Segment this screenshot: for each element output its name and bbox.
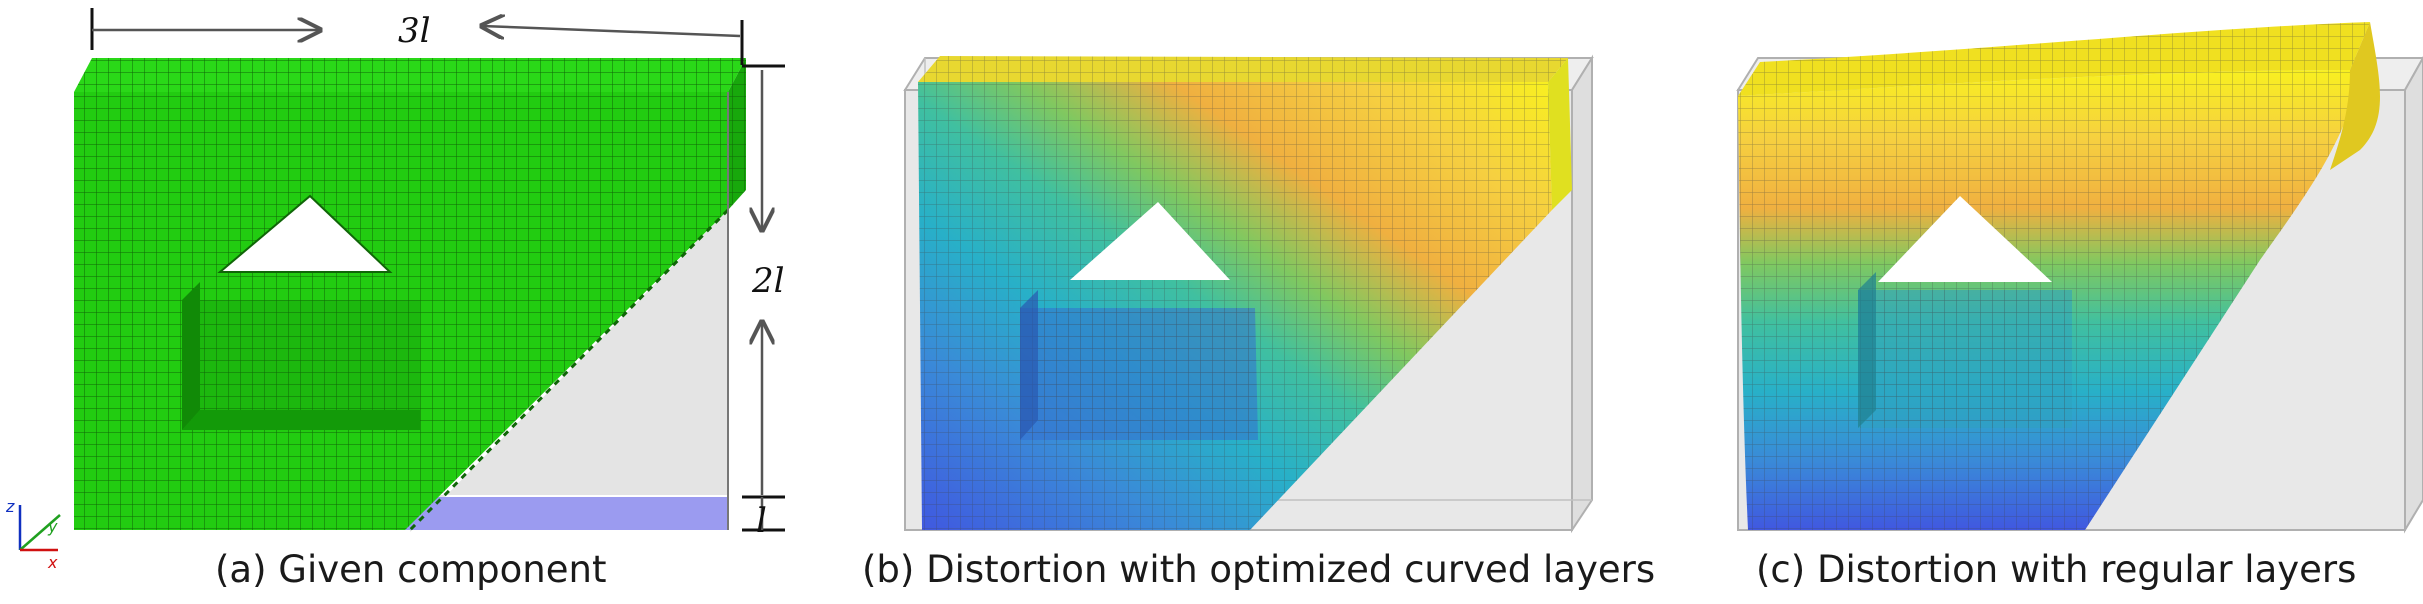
panel-c [1736, 22, 2423, 534]
green-component [74, 58, 746, 532]
x-axis-label: x [47, 553, 58, 572]
width-label: 3l [398, 11, 431, 51]
panel-b [903, 54, 1594, 534]
panel-a: 3l 2l l z y x [5, 8, 785, 572]
caption-b: (b) Distortion with optimized curved lay… [862, 548, 1656, 591]
height-label: 2l [751, 261, 785, 301]
base-label: l [756, 501, 767, 541]
base-plate [405, 497, 728, 530]
triangle-hole-b [1070, 202, 1230, 280]
distorted-body-c [1738, 22, 2380, 530]
axis-triad: z y x [5, 497, 61, 572]
triangle-hole-a [217, 194, 393, 273]
triangle-hole-c [1878, 196, 2052, 282]
dimension-width: 3l [90, 8, 744, 65]
z-axis-label: z [5, 497, 15, 516]
dimension-height: 2l l [742, 64, 785, 541]
distorted-body-b [918, 56, 1572, 530]
y-axis-label: y [47, 517, 58, 536]
caption-a: (a) Given component [215, 548, 607, 591]
caption-c: (c) Distortion with regular layers [1756, 548, 2357, 591]
